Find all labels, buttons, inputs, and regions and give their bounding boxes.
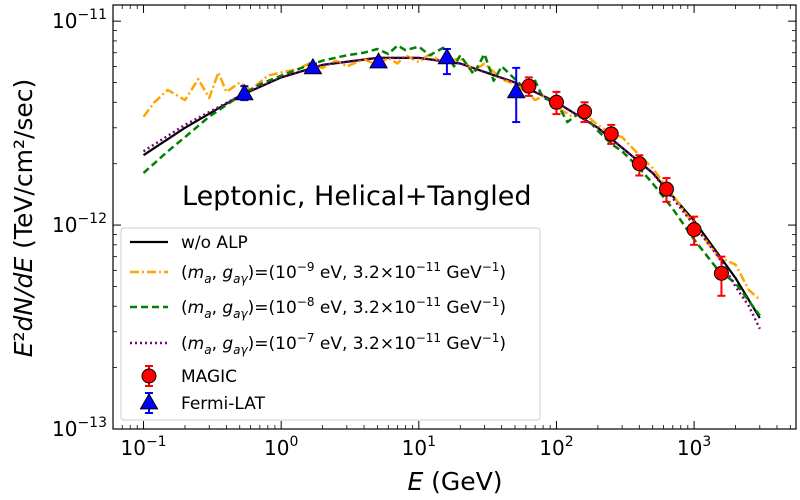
y-axis-label: E²dN/dE (TeV/cm²/sec) [9, 79, 38, 358]
fermi-lat-point [437, 47, 457, 65]
legend: w/o ALP (ma, gaγ)=(10−9 eV, 3.2×10−11 GeV… [120, 227, 541, 421]
legend-label-fermi-lat: Fermi-LAT [181, 394, 266, 414]
magic-point [686, 222, 702, 238]
magic-point [631, 156, 647, 172]
y-tick-label: 10−12 [52, 211, 107, 237]
data-points-layer [234, 47, 729, 297]
x-tick-label: 100 [264, 434, 298, 460]
x-axis-label: E (GeV) [407, 467, 502, 496]
magic-point [713, 265, 729, 281]
legend-label-series-4: (ma, gaγ)=(10−7 eV, 3.2×10−11 GeV−1) [181, 331, 506, 357]
x-tick-label: 102 [539, 434, 573, 460]
series-line-2 [142, 52, 761, 301]
y-tick-label: 10−11 [52, 7, 107, 33]
x-tick-label: 101 [402, 434, 436, 460]
fermi-lat-point [303, 57, 323, 75]
legend-swatch-fermi-lat [139, 392, 159, 410]
magic-point [521, 78, 537, 94]
legend-frame [120, 227, 541, 421]
x-tick-label: 103 [677, 434, 711, 460]
plot-frame [112, 4, 797, 430]
magic-point [548, 94, 564, 110]
y-tick-label: 10−13 [52, 415, 107, 441]
fermi-lat-point [369, 52, 388, 69]
fermi-lat-point [234, 83, 254, 101]
legend-label-magic: MAGIC [181, 367, 237, 387]
series-line-4 [142, 56, 761, 330]
legend-label-series-1: w/o ALP [181, 233, 248, 253]
axis-ticks: 10−1 100 101 102 103 10−13 10−12 10−11 [52, 5, 796, 460]
fermi-lat-point [506, 81, 526, 99]
x-tick-label: 10−1 [120, 434, 166, 460]
legend-label-series-3: (ma, gaγ)=(10−8 eV, 3.2×10−11 GeV−1) [181, 295, 506, 321]
chart-annotation: Leptonic, Helical+Tangled [182, 181, 532, 212]
magic-point [603, 126, 619, 142]
magic-point [577, 104, 593, 120]
legend-swatch-magic [141, 368, 157, 384]
legend-label-series-2: (ma, gaγ)=(10−9 eV, 3.2×10−11 GeV−1) [181, 260, 506, 286]
magic-point [658, 181, 674, 197]
series-layer [142, 44, 761, 330]
